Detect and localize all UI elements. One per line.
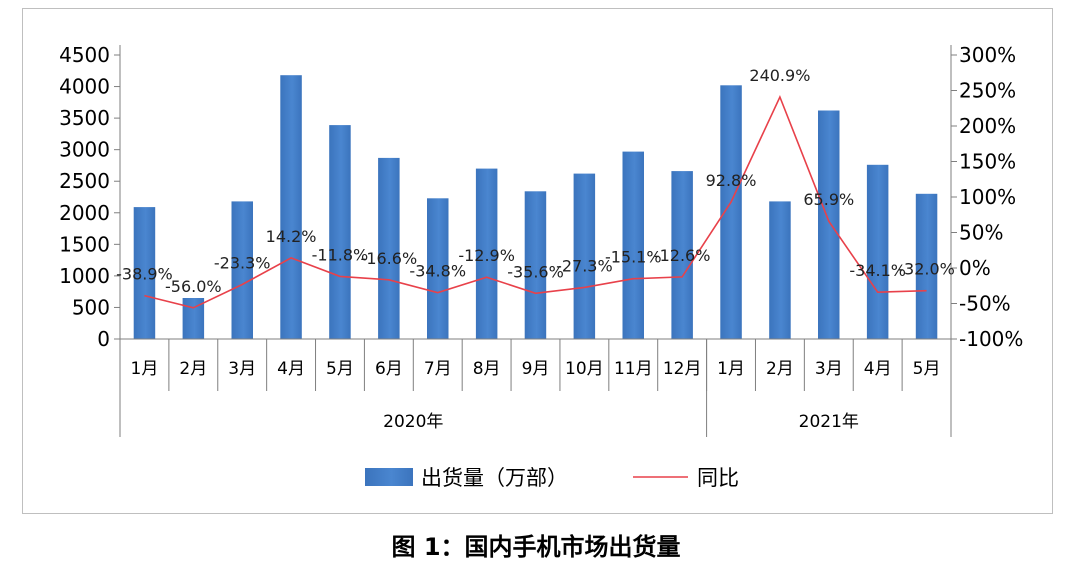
yoy-label-1: -38.9%	[116, 265, 173, 284]
bar-12	[671, 171, 693, 339]
left-tick-label-3500: 3500	[59, 106, 110, 130]
bar-1	[133, 207, 156, 339]
line-layer	[144, 94, 927, 309]
left-tick-label-0: 0	[97, 327, 110, 351]
bar-14	[769, 201, 791, 339]
yoy-label-6: -16.6%	[361, 249, 418, 268]
bar-8	[475, 168, 498, 339]
category-label-10: 10月	[565, 359, 604, 379]
bar-16	[866, 164, 889, 339]
chart-frame: 0 500 1000 1500 2000 2500 3000 3500 4000 4500 -100…	[22, 8, 1053, 514]
category-label-3: 3月	[228, 359, 256, 379]
left-tick-label-1500: 1500	[59, 232, 110, 256]
category-label-4: 4月	[277, 359, 305, 379]
right-tick-label-200%: 200%	[959, 114, 1016, 138]
yoy-label-4: 14.2%	[266, 227, 317, 246]
yoy-label-2: -56.0%	[165, 277, 222, 296]
yoy-label-11: -15.1%	[605, 248, 662, 267]
yoy-label-9: -35.6%	[507, 262, 564, 281]
yoy-label-16: -34.1%	[849, 261, 906, 280]
category-label-1: 1月	[131, 359, 159, 379]
bar-6	[378, 157, 400, 339]
right-tick-label--100%: -100%	[959, 327, 1023, 351]
group-label-2: 2021年	[799, 412, 859, 432]
category-label-7: 7月	[424, 359, 452, 379]
yoy-label-3: -23.3%	[214, 254, 271, 273]
bar-15	[818, 110, 840, 339]
category-label-5: 5月	[326, 359, 354, 379]
bar-9	[524, 191, 547, 339]
bar-5	[329, 125, 351, 339]
bar-10	[573, 173, 596, 339]
yoy-label-8: -12.9%	[458, 246, 515, 265]
bar-4	[280, 75, 302, 339]
legend-swatch-bars	[365, 468, 413, 486]
category-label-15: 3月	[815, 359, 843, 379]
right-tick-label-50%: 50%	[959, 221, 1003, 245]
bar-17	[915, 193, 938, 339]
chart-svg: 0 500 1000 1500 2000 2500 3000 3500 4000 4500 -100…	[59, 43, 1023, 490]
axes-layer: 0 500 1000 1500 2000 2500 3000 3500 4000 4500 -100…	[59, 43, 1023, 437]
group-label-1: 2020年	[383, 412, 443, 432]
yoy-line	[144, 94, 927, 309]
data-label-layer: -38.9%-56.0% -23.3% 14.2%-11.8%-16.6%-34.8…	[116, 66, 955, 296]
yoy-label-5: -11.8%	[312, 245, 369, 264]
left-tick-label-4000: 4000	[59, 75, 110, 99]
yoy-label-15: 65.9%	[803, 190, 854, 209]
yoy-label-14: 240.9%	[749, 66, 810, 85]
bar-2	[182, 298, 205, 339]
category-label-9: 9月	[522, 359, 550, 379]
yoy-label-7: -34.8%	[409, 262, 466, 281]
left-tick-label-4500: 4500	[59, 43, 110, 67]
legend-label-line: 同比	[697, 466, 739, 490]
bar-3	[231, 201, 253, 339]
yoy-label-12: -12.6%	[654, 246, 711, 265]
bar-layer	[133, 75, 938, 339]
category-label-2: 2月	[179, 359, 207, 379]
right-tick-label-0%: 0%	[959, 256, 991, 280]
bar-13	[720, 85, 742, 339]
yoy-label-17: -32.0%	[898, 260, 955, 279]
right-tick-label-100%: 100%	[959, 185, 1016, 209]
category-label-13: 1月	[717, 359, 745, 379]
right-tick-label-150%: 150%	[959, 150, 1016, 174]
bar-11	[622, 151, 644, 339]
category-label-14: 2月	[766, 359, 794, 379]
category-label-17: 5月	[913, 359, 941, 379]
right-tick-label--50%: -50%	[959, 292, 1011, 316]
legend-label-bars: 出货量（万部）	[421, 466, 568, 490]
right-tick-label-250%: 250%	[959, 79, 1016, 103]
category-label-16: 4月	[864, 359, 892, 379]
left-tick-label-2000: 2000	[59, 201, 110, 225]
right-tick-label-300%: 300%	[959, 43, 1016, 67]
left-tick-label-1000: 1000	[59, 264, 110, 288]
left-tick-label-3000: 3000	[59, 138, 110, 162]
left-tick-label-500: 500	[72, 295, 110, 319]
legend: 出货量（万部） 同比	[365, 466, 739, 490]
category-label-6: 6月	[375, 359, 403, 379]
category-label-12: 12月	[663, 359, 702, 379]
category-label-11: 11月	[614, 359, 653, 379]
yoy-label-13: 92.8%	[706, 171, 757, 190]
category-label-8: 8月	[473, 359, 501, 379]
bar-7	[427, 198, 449, 339]
left-tick-label-2500: 2500	[59, 169, 110, 193]
yoy-label-10: -27.3%	[556, 256, 613, 275]
figure-caption: 图 1：国内手机市场出货量	[391, 533, 681, 561]
